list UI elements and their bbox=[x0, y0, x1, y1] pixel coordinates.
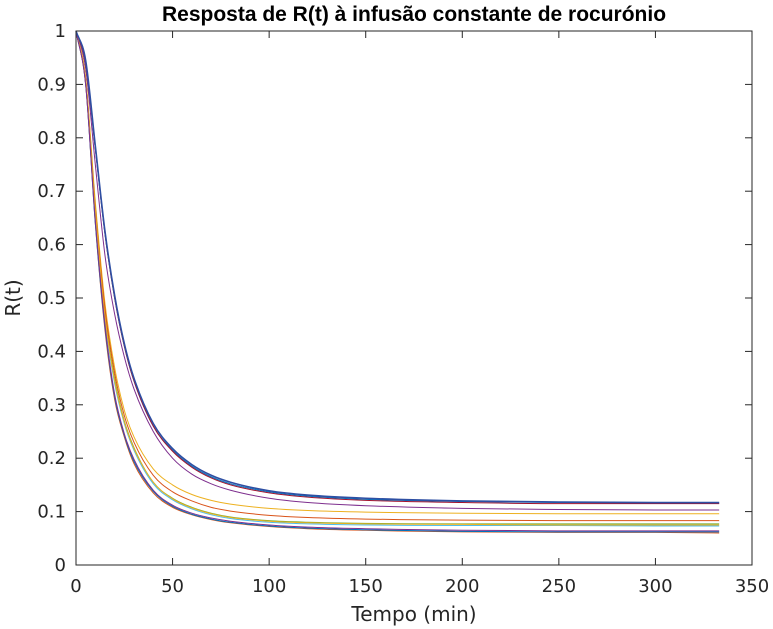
y-tick-label: 0.4 bbox=[37, 341, 66, 362]
y-tick-label: 0.8 bbox=[37, 128, 66, 149]
x-tick-label: 50 bbox=[161, 576, 184, 597]
plot-background bbox=[76, 31, 752, 565]
series-line-9 bbox=[75, 30, 720, 522]
y-axis: 0 0.1 0.2 0.3 0.4 0.5 0.6 0.7 0.8 0.9 1 bbox=[37, 21, 752, 576]
x-axis-label: Tempo (min) bbox=[350, 602, 476, 626]
x-tick-label: 300 bbox=[638, 576, 672, 597]
y-axis-label: R(t) bbox=[1, 279, 25, 316]
x-tick-label: 100 bbox=[252, 576, 286, 597]
x-tick-label: 0 bbox=[70, 576, 81, 597]
y-tick-label: 0.1 bbox=[37, 502, 66, 523]
x-tick-label: 200 bbox=[445, 576, 479, 597]
y-tick-label: 1 bbox=[55, 21, 66, 42]
y-tick-label: 0.7 bbox=[37, 181, 66, 202]
series-layer bbox=[75, 30, 720, 534]
series-line-3 bbox=[75, 30, 720, 515]
y-tick-label: 0 bbox=[55, 555, 66, 576]
y-tick-label: 0.3 bbox=[37, 395, 66, 416]
y-tick-label: 0.2 bbox=[37, 448, 66, 469]
chart-title: Resposta de R(t) à infusão constante de … bbox=[162, 3, 666, 26]
series-line-11 bbox=[75, 30, 720, 532]
y-tick-label: 0.6 bbox=[37, 235, 66, 256]
series-line-10 bbox=[75, 30, 720, 526]
x-tick-label: 150 bbox=[349, 576, 383, 597]
series-line-12 bbox=[75, 30, 720, 504]
x-tick-label: 250 bbox=[542, 576, 576, 597]
x-axis: 0 50 100 150 200 250 300 350 bbox=[70, 31, 769, 597]
x-tick-label: 350 bbox=[735, 576, 769, 597]
y-tick-label: 0.9 bbox=[37, 74, 66, 95]
y-tick-label: 0.5 bbox=[37, 288, 66, 309]
series-line-4 bbox=[75, 30, 720, 511]
